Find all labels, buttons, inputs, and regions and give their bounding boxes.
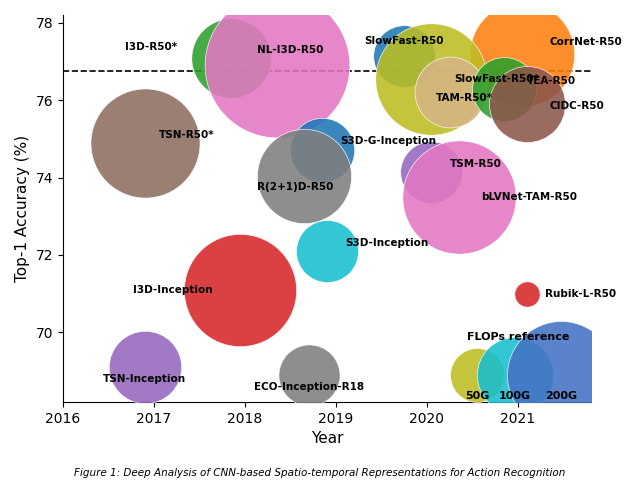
Text: SlowFast-R50*: SlowFast-R50* [454,74,539,84]
Text: R(2+1)D-R50: R(2+1)D-R50 [257,182,333,192]
Point [472,371,482,379]
Text: Rubik-L-R50: Rubik-L-R50 [545,289,616,298]
Point [399,52,410,59]
Y-axis label: Top-1 Accuracy (%): Top-1 Accuracy (%) [15,135,30,282]
Point [299,172,309,180]
Text: I3D-R50*: I3D-R50* [125,42,177,52]
Text: 200G: 200G [545,391,577,401]
Point [226,54,236,61]
Point [271,61,282,69]
Text: 100G: 100G [499,391,531,401]
Point [140,139,150,146]
Point [517,50,527,57]
Text: bLVNet-TAM-R50: bLVNet-TAM-R50 [481,192,577,202]
Point [426,168,436,176]
Point [556,371,566,379]
Text: CIDC-R50: CIDC-R50 [550,101,605,111]
Text: CorrNet-R50: CorrNet-R50 [550,37,623,47]
Point [522,100,532,108]
Point [522,290,532,298]
Text: TSM-R50: TSM-R50 [450,159,502,169]
Point [499,85,509,92]
Point [303,371,314,379]
Text: SlowFast-R50: SlowFast-R50 [364,36,444,46]
Text: NL-I3D-R50: NL-I3D-R50 [257,45,324,55]
Point [140,363,150,371]
Point [426,75,436,83]
Text: TEA-R50: TEA-R50 [527,76,576,86]
Text: 50G: 50G [465,391,489,401]
Point [454,193,464,201]
Text: Figure 1: Deep Analysis of CNN-based Spatio-temporal Representations for Action : Figure 1: Deep Analysis of CNN-based Spa… [74,468,566,478]
Point [445,88,455,96]
Text: TAM-R50*: TAM-R50* [436,93,493,103]
Point [317,146,328,154]
Text: ECO-Inception-R18: ECO-Inception-R18 [253,382,364,392]
Text: TSN-Inception: TSN-Inception [103,374,186,384]
Text: S3D-Inception: S3D-Inception [345,238,428,248]
Point [510,371,520,379]
Point [236,286,246,294]
X-axis label: Year: Year [310,431,343,446]
Point [322,247,332,255]
Text: TSN-R50*: TSN-R50* [159,130,214,140]
Text: I3D-Inception: I3D-Inception [133,285,213,295]
Text: S3D-G-Inception: S3D-G-Inception [340,136,436,146]
Text: FLOPs reference: FLOPs reference [467,332,569,342]
